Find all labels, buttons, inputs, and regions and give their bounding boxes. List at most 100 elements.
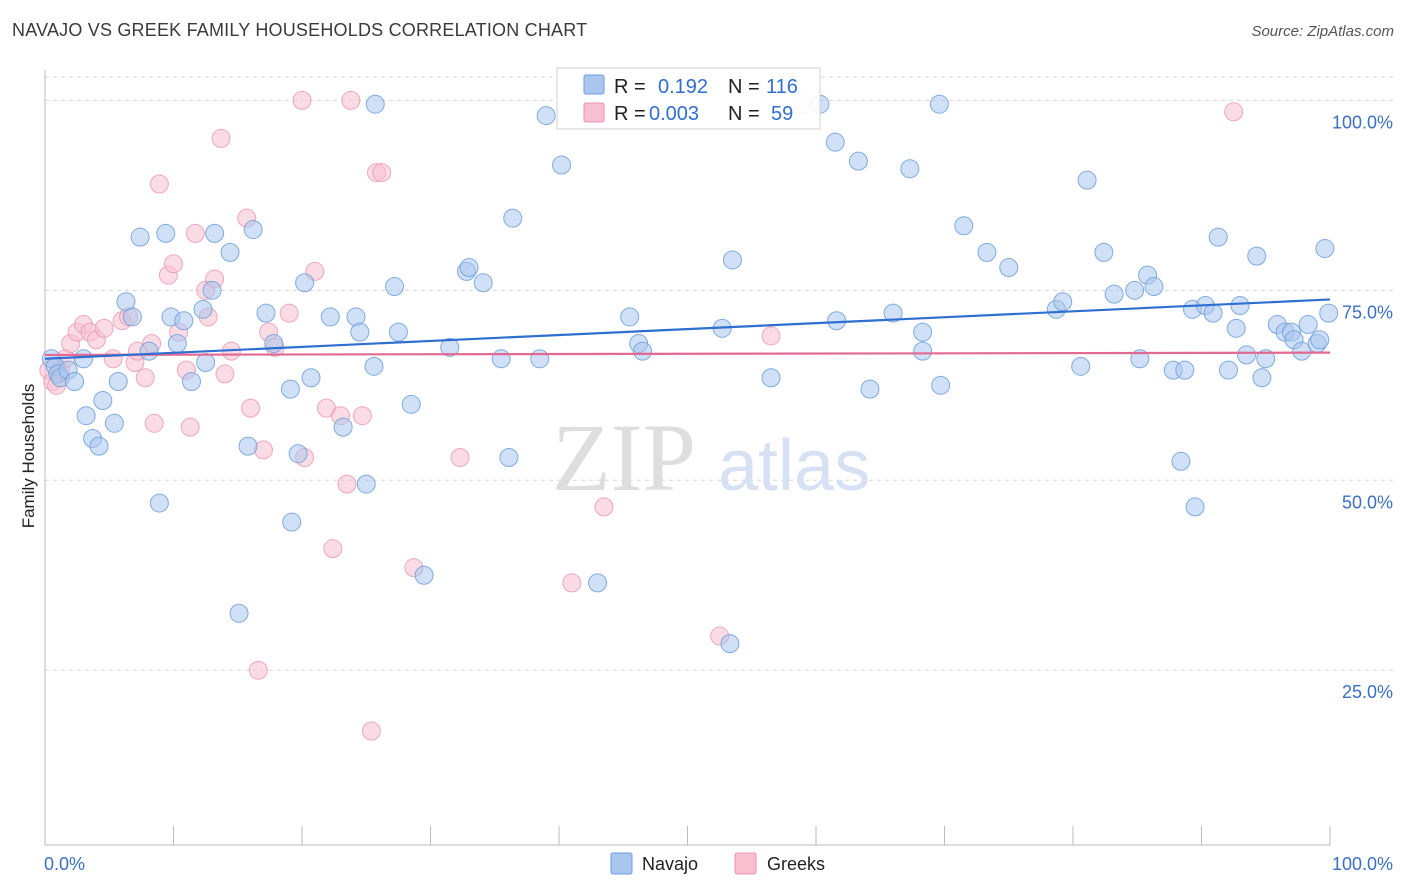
navajo-point: [301, 368, 321, 388]
navajo-point: [93, 391, 113, 411]
watermark-zip: ZIP: [552, 404, 696, 511]
navajo-point: [1310, 330, 1330, 350]
navajo-point: [76, 406, 96, 426]
y-tick-label-50: 50.0%: [1342, 492, 1393, 512]
navajo-point: [1077, 170, 1097, 190]
navajo-point: [282, 512, 302, 532]
greeks-point: [279, 303, 299, 323]
navajo-point: [954, 216, 974, 236]
navajo-point: [149, 493, 169, 513]
navajo-swatch: [583, 74, 605, 95]
greeks-r-label: R =: [614, 103, 646, 125]
navajo-point: [1236, 345, 1256, 365]
greeks-point: [450, 448, 470, 467]
y-tick-label-25: 25.0%: [1342, 682, 1393, 702]
navajo-point: [1247, 246, 1267, 266]
navajo-point: [333, 417, 353, 437]
navajo-point: [827, 311, 847, 331]
navajo-point: [1094, 242, 1114, 262]
navajo-r-value: 0.192: [658, 76, 708, 98]
navajo-n-label: N =: [728, 76, 760, 98]
greeks-point: [372, 163, 392, 183]
greeks-point: [292, 90, 312, 110]
navajo-point: [999, 258, 1019, 278]
navajo-point: [913, 341, 933, 361]
navajo-point: [193, 299, 213, 319]
navajo-point: [130, 227, 150, 247]
navajo-point: [65, 372, 85, 392]
navajo-point: [156, 223, 176, 243]
y-tick-label-75: 75.0%: [1342, 302, 1393, 322]
greeks-point: [149, 174, 169, 194]
source-label: Source: ZipAtlas.com: [1251, 23, 1394, 40]
navajo-point: [977, 242, 997, 262]
navajo-point: [530, 349, 550, 369]
stats-legend: R = 0.192 N = 116 R = 0.003 N = 59: [556, 67, 821, 130]
navajo-point: [388, 322, 408, 342]
navajo-n-value: 116: [766, 76, 798, 98]
navajo-point: [264, 334, 284, 354]
y-tick-label-100: 100.0%: [1332, 112, 1393, 132]
x-tick-labels: 0.0% 100.0%: [44, 854, 1393, 874]
greeks-point: [594, 497, 614, 517]
x-tick-label-max: 100.0%: [1332, 854, 1393, 874]
greeks-point: [185, 223, 205, 243]
bottom-legend: Navajo Greeks: [610, 852, 825, 875]
navajo-points: [41, 94, 1339, 654]
navajo-point: [401, 394, 421, 414]
navajo-point: [181, 372, 201, 392]
x-tick-label-min: 0.0%: [44, 854, 85, 874]
navajo-point: [929, 94, 949, 114]
navajo-point: [74, 349, 94, 369]
navajo-point: [1298, 315, 1318, 335]
navajo-point: [1226, 318, 1246, 338]
navajo-point: [1319, 303, 1339, 323]
navajo-point: [491, 349, 511, 369]
navajo-point: [196, 353, 216, 373]
navajo-point: [588, 573, 608, 593]
navajo-point: [229, 603, 249, 623]
legend-greeks-swatch: [734, 852, 757, 875]
legend-greeks-label: Greeks: [767, 854, 825, 874]
navajo-point: [1252, 368, 1272, 388]
greeks-point: [103, 349, 123, 369]
navajo-point: [913, 322, 933, 342]
navajo-point: [931, 375, 951, 395]
navajo-r-label: R =: [614, 76, 646, 98]
navajo-point: [205, 223, 225, 243]
greeks-swatch: [583, 102, 605, 123]
navajo-point: [364, 356, 384, 376]
greeks-point: [1224, 102, 1244, 122]
greeks-point: [361, 721, 381, 741]
navajo-point: [365, 94, 385, 114]
navajo-point: [122, 307, 142, 327]
navajo-trend-line: [44, 298, 1331, 360]
navajo-point: [1171, 451, 1191, 471]
greeks-point: [352, 406, 372, 426]
watermark-atlas: atlas: [718, 426, 870, 506]
navajo-point: [1130, 349, 1150, 369]
greeks-point: [211, 128, 231, 148]
greeks-point: [135, 368, 155, 388]
navajo-point: [414, 565, 434, 585]
navajo-point: [552, 155, 572, 175]
greeks-point: [337, 474, 357, 494]
navajo-point: [256, 303, 276, 323]
legend-navajo-swatch: [610, 852, 633, 875]
navajo-point: [202, 280, 222, 300]
navajo-point: [1104, 284, 1124, 304]
greeks-r-value: 0.003: [649, 103, 699, 125]
greeks-point: [144, 413, 164, 433]
greeks-point: [323, 539, 343, 559]
y-tick-labels: 25.0% 50.0% 75.0% 100.0%: [1332, 112, 1393, 702]
navajo-point: [860, 379, 880, 399]
trend-lines: [44, 298, 1331, 360]
navajo-point: [139, 341, 159, 361]
greeks-point: [164, 254, 183, 274]
navajo-point: [108, 372, 128, 392]
navajo-point: [1053, 292, 1073, 312]
navajo-point: [1175, 360, 1195, 380]
greeks-n-label: N =: [728, 103, 760, 125]
greeks-n-value: 59: [771, 103, 793, 125]
